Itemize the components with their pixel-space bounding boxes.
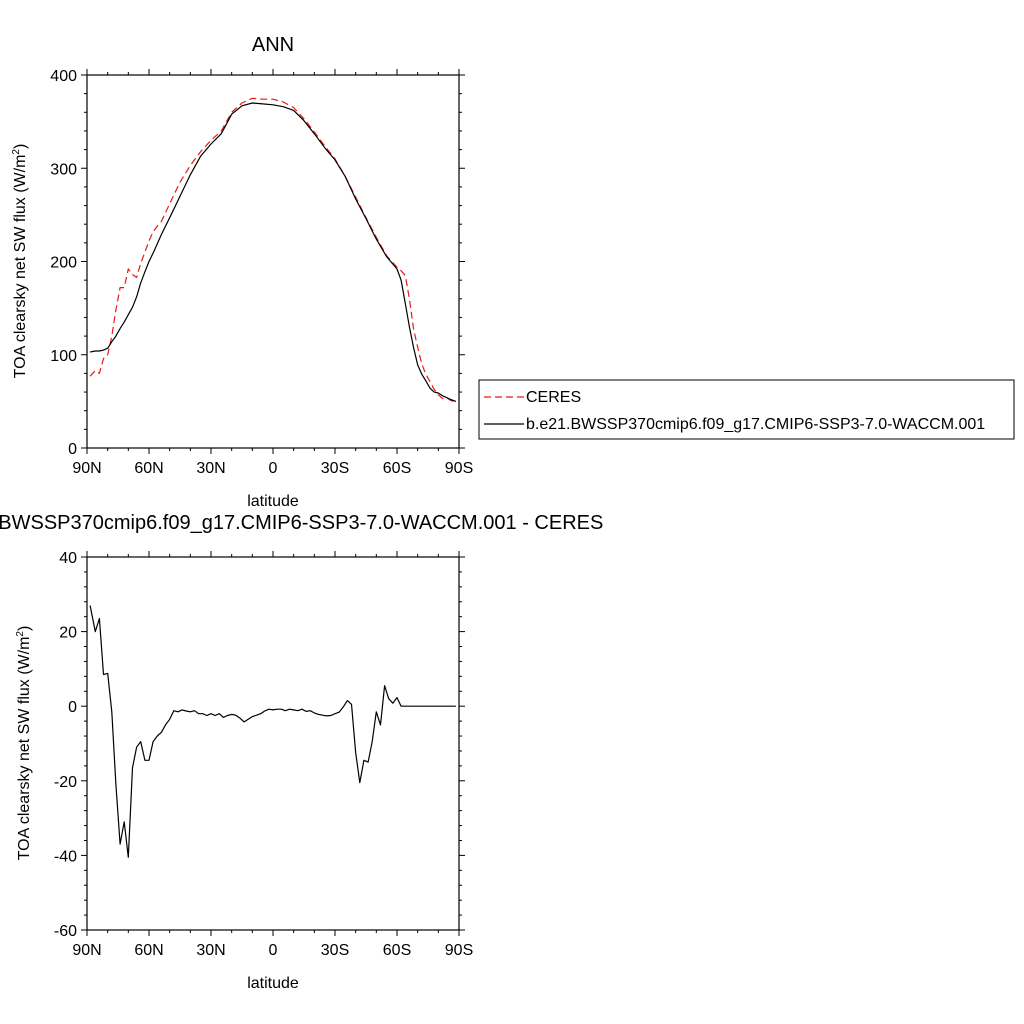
chart-difference: b.e21.BWSSP370cmip6.f09_g17.CMIP6-SSP3-7…: [0, 512, 603, 992]
c1-x-tick-label: 30N: [196, 460, 225, 477]
chart1-ticks: [81, 69, 465, 454]
chart1-x-tick-labels: 90N 60N 30N 0 30S 60S 90S: [72, 460, 473, 477]
chart1-y-axis-label: TOA clearsky net SW flux (W/m2): [11, 144, 29, 379]
c2-x-tick-label: 0: [269, 942, 278, 959]
legend-label-ceres: CERES: [526, 389, 581, 406]
chart1-y-tick-labels: 0 100 200 300 400: [50, 68, 77, 458]
chart2-y-axis-label-sup: 2: [15, 631, 26, 637]
c1-x-tick-label: 60N: [134, 460, 163, 477]
chart2-y-axis-label-close: ): [16, 626, 33, 631]
chart2-y-axis-label-main: TOA clearsky net SW flux (W/m: [16, 637, 33, 861]
c1-y-tick-label: 400: [50, 68, 77, 85]
c2-x-tick-label: 30N: [196, 942, 225, 959]
c2-x-tick-label: 60N: [134, 942, 163, 959]
chart1-y-axis-label-close: ): [12, 144, 29, 149]
c2-y-tick-label: 20: [59, 625, 77, 642]
chart2-y-tick-labels: -60 -40 -20 0 20 40: [54, 550, 77, 940]
c2-x-tick-label: 30S: [321, 942, 349, 959]
chart1-series-lines: [89, 97, 457, 403]
c2-x-tick-label: 90N: [72, 942, 101, 959]
chart2-x-axis-label: latitude: [247, 975, 299, 992]
chart-annual-flux: ANN 90N 60N 30N 0 30S 60S 90S 0 100 200 300 400 la…: [11, 34, 1015, 510]
c2-y-tick-label: -40: [54, 848, 77, 865]
c2-x-tick-label: 60S: [383, 942, 411, 959]
c1-y-tick-label: 200: [50, 255, 77, 272]
c2-series-line-0: [89, 605, 456, 858]
legend-box: [478, 379, 1015, 440]
legend-label-model: b.e21.BWSSP370cmip6.f09_g17.CMIP6-SSP3-7…: [526, 416, 985, 433]
c2-y-tick-label: -60: [54, 923, 77, 940]
chart2-x-tick-labels: 90N 60N 30N 0 30S 60S 90S: [72, 942, 473, 959]
chart2-ticks: [81, 551, 465, 936]
c1-y-tick-label: 0: [68, 441, 77, 458]
c2-y-tick-label: 0: [68, 699, 77, 716]
chart2-y-axis-label: TOA clearsky net SW flux (W/m2): [15, 626, 33, 861]
c1-x-tick-label: 90S: [445, 460, 473, 477]
c2-y-tick-label: -20: [54, 774, 77, 791]
c1-series-line-0: [89, 97, 457, 403]
chart1-x-axis-label: latitude: [247, 493, 299, 510]
c2-y-tick-label: 40: [59, 550, 77, 567]
chart1-y-axis-label-sup: 2: [11, 149, 22, 155]
chart2-series-lines: [89, 605, 456, 858]
c1-x-tick-label: 90N: [72, 460, 101, 477]
chart1-y-axis-label-main: TOA clearsky net SW flux (W/m: [12, 155, 29, 379]
chart1-title: ANN: [252, 34, 294, 56]
chart2-plot-frame: [86, 556, 460, 931]
c1-x-tick-label: 60S: [383, 460, 411, 477]
chart2-title: b.e21.BWSSP370cmip6.f09_g17.CMIP6-SSP3-7…: [0, 512, 603, 534]
c1-y-tick-label: 300: [50, 161, 77, 178]
c1-y-tick-label: 100: [50, 348, 77, 365]
c1-x-tick-label: 0: [269, 460, 278, 477]
c2-x-tick-label: 90S: [445, 942, 473, 959]
chart1-legend: CERES b.e21.BWSSP370cmip6.f09_g17.CMIP6-…: [478, 379, 1015, 440]
chart1-plot-frame: [86, 74, 460, 449]
c1-x-tick-label: 30S: [321, 460, 349, 477]
c1-series-line-1: [89, 102, 457, 402]
